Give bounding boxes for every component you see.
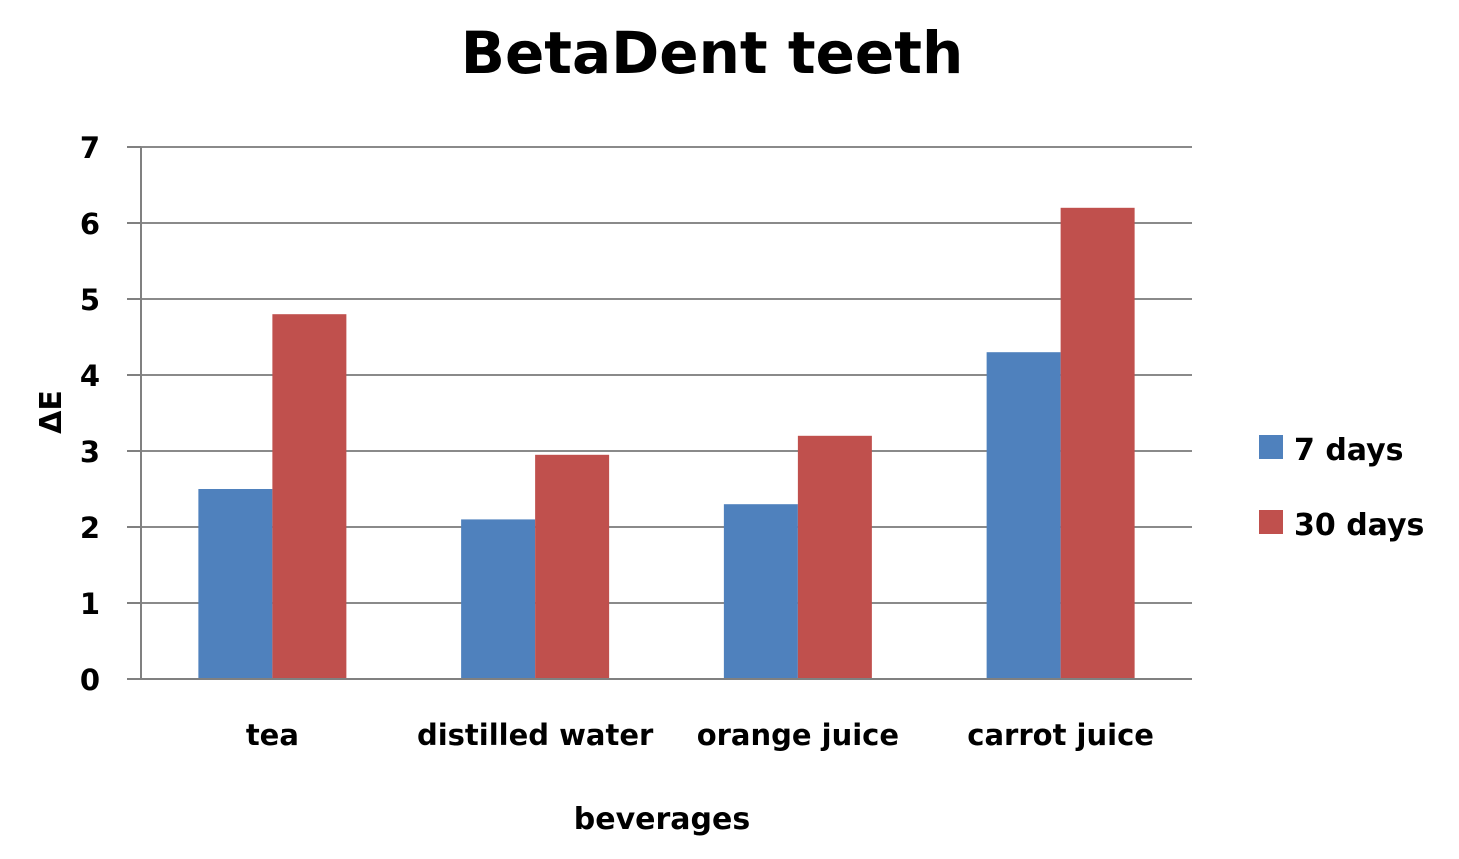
- legend: 7 days 30 days: [1259, 433, 1424, 543]
- y-tick-label: 6: [80, 207, 100, 241]
- y-tick-label: 2: [80, 511, 100, 545]
- bar-tea-30-days: [272, 314, 347, 679]
- x-tick-label: tea: [246, 718, 299, 752]
- legend-label: 7 days: [1294, 433, 1404, 468]
- y-tick-label: 4: [80, 359, 100, 393]
- chart-title: BetaDent teeth: [461, 19, 964, 87]
- bar-carrot-juice-7-days: [986, 352, 1061, 679]
- y-tick-label: 3: [80, 435, 100, 469]
- legend-label: 30 days: [1294, 508, 1424, 543]
- y-axis-ticks: 0 1 2 3 4 5 6 7: [80, 131, 141, 697]
- bar-carrot-juice-30-days: [1060, 207, 1135, 680]
- y-axis-title: ΔE: [34, 390, 69, 434]
- x-tick-label: orange juice: [697, 718, 899, 752]
- bar-distilled-water-7-days: [461, 519, 536, 679]
- bars: [198, 207, 1135, 680]
- legend-swatch: [1259, 510, 1283, 534]
- bar-distilled-water-30-days: [535, 454, 610, 679]
- bar-orange-juice-7-days: [723, 504, 798, 679]
- legend-swatch: [1259, 435, 1283, 459]
- x-axis-title: beverages: [574, 802, 750, 837]
- bar-orange-juice-30-days: [797, 435, 872, 679]
- y-tick-label: 5: [80, 283, 100, 317]
- x-tick-label: distilled water: [417, 718, 654, 752]
- x-tick-label: carrot juice: [967, 718, 1154, 752]
- y-tick-label: 0: [80, 663, 100, 697]
- y-tick-label: 1: [80, 587, 100, 621]
- bar-tea-7-days: [198, 489, 273, 679]
- x-axis-ticks: tea distilled water orange juice carrot jui…: [246, 718, 1154, 752]
- y-tick-label: 7: [80, 131, 100, 165]
